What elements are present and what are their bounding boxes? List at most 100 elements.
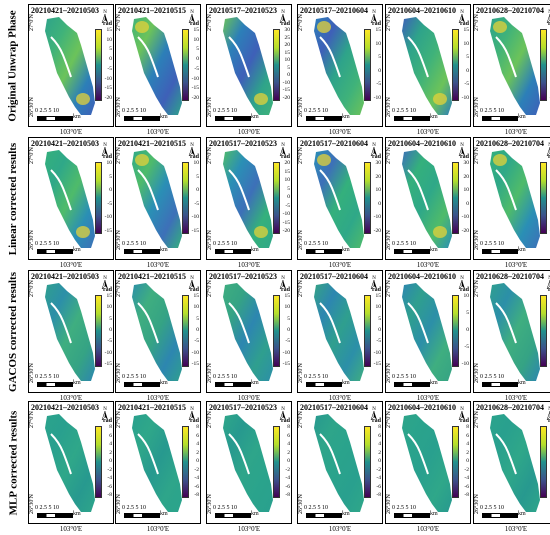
colorbar-tick-label: -5 <box>107 65 112 72</box>
scale-bar: 0 2.5 5 10 km <box>304 505 364 519</box>
svg-text:N: N <box>103 407 107 412</box>
scale-bar-unit: km <box>73 114 81 120</box>
north-arrow-icon: N <box>100 141 110 157</box>
colorbar-tick-label: 15 <box>284 49 291 56</box>
latitude-label-top: 27°0'N <box>474 147 480 164</box>
north-arrow-icon: N <box>278 274 288 290</box>
colorbar-tick-label: 15 <box>193 293 200 299</box>
panel-date-range: 20210628–20210704 <box>476 403 544 412</box>
unit-label: rad <box>281 418 290 424</box>
deformation-map <box>223 414 273 512</box>
svg-text:N: N <box>190 10 194 15</box>
scale-bar-numbers: 0 2.5 5 10 <box>35 505 59 511</box>
scale-bar-unit: km <box>430 114 438 120</box>
svg-text:N: N <box>281 10 285 15</box>
north-arrow-icon: N <box>545 8 550 24</box>
unit-label: rad <box>190 418 199 424</box>
scale-bar-numbers: 0 2.5 5 10 <box>35 374 59 380</box>
colorbar <box>182 426 189 498</box>
river-gap <box>228 169 250 211</box>
colorbar-tick-label: -15 <box>282 219 290 226</box>
colorbar-tick-label: -5 <box>376 81 381 88</box>
unit-label: rad <box>460 154 469 160</box>
north-arrow-icon: N <box>278 8 288 24</box>
colorbar-tick-label: 10 <box>284 177 291 183</box>
colorbar-tick-label: 8 <box>287 424 290 430</box>
latitude-label-top: 27°0'N <box>386 14 392 31</box>
panel-date-range: 20210421–20210503 <box>31 403 99 412</box>
river-gap <box>319 169 341 211</box>
row-label: MLP corrected results <box>4 401 22 524</box>
colorbar-tick-label: -10 <box>461 361 469 367</box>
colorbar-tick-label: 0 <box>196 458 199 464</box>
study-area-shape <box>132 17 182 115</box>
colorbar-tick-label: 20 <box>284 42 291 49</box>
colorbar <box>95 29 102 101</box>
svg-text:N: N <box>460 10 464 15</box>
scale-bar: 0 2.5 5 10 km <box>480 241 540 255</box>
colorbar-tick-label: 20 <box>463 173 470 180</box>
deformation-map <box>402 150 452 248</box>
scale-bar-numbers: 0 2.5 5 10 <box>480 505 504 511</box>
colorbar-tick-label: 15 <box>375 27 382 33</box>
colorbar-tick-label: 8 <box>378 424 381 430</box>
river-gap <box>495 169 517 211</box>
unit-label: rad <box>281 154 290 160</box>
scale-bar-graphic <box>306 116 342 121</box>
north-arrow-icon: N <box>100 8 110 24</box>
colorbar <box>452 29 459 101</box>
colorbar-tick-label: -2 <box>285 466 290 473</box>
colorbar-tick-label: -10 <box>282 349 290 356</box>
scale-bar-numbers: 0 2.5 5 10 <box>304 108 328 114</box>
scale-bar: 0 2.5 5 10 km <box>213 505 273 519</box>
unit-label: rad <box>372 287 381 293</box>
colorbar <box>95 426 102 498</box>
north-arrow-icon: N <box>457 274 467 290</box>
colorbar-tick-label: 0 <box>109 56 112 63</box>
unit-label: rad <box>460 287 469 293</box>
colorbar-tick-label: 0 <box>466 458 469 464</box>
colorbar-tick-label: -20 <box>461 228 469 234</box>
scale-bar-numbers: 0 2.5 5 10 <box>480 108 504 114</box>
river-gap <box>319 433 341 475</box>
colorbar-tick-label: 0 <box>466 67 469 74</box>
scale-bar-graphic <box>124 382 160 387</box>
scale-bar-unit: km <box>73 247 81 253</box>
deformation-map <box>490 17 540 115</box>
river-gap <box>407 169 429 211</box>
study-area-shape <box>314 414 364 512</box>
deformation-map <box>314 283 364 381</box>
scale-bar-unit: km <box>251 114 259 120</box>
phase-anomaly <box>493 154 507 166</box>
latitude-label-top: 27°0'N <box>298 147 304 164</box>
north-arrow-icon: N <box>457 405 467 421</box>
colorbar-tick-label: -15 <box>373 361 381 367</box>
scale-bar: 0 2.5 5 10 km <box>480 374 540 388</box>
longitude-label: 103°0'E <box>237 394 261 402</box>
colorbar-tick-label: 0 <box>287 327 290 333</box>
scale-bar-unit: km <box>518 247 526 253</box>
colorbar-tick-label: 10 <box>463 40 470 47</box>
colorbar-tick-label: 5 <box>109 315 112 322</box>
colorbar-tick-label: 0 <box>196 327 199 333</box>
scale-bar-unit: km <box>518 380 526 386</box>
scale-bar: 0 2.5 5 10 km <box>122 505 182 519</box>
phase-anomaly <box>76 93 90 105</box>
colorbar-tick-label: -5 <box>107 338 112 345</box>
latitude-label-top: 27°0'N <box>207 14 213 31</box>
latitude-label-top: 27°0'N <box>116 411 122 428</box>
svg-text:N: N <box>548 276 550 281</box>
scale-bar-numbers: 0 2.5 5 10 <box>35 241 59 247</box>
colorbar <box>364 295 371 367</box>
scale-bar: 0 2.5 5 10 km <box>213 374 273 388</box>
panel-date-range: 20210517–20210523 <box>209 139 277 148</box>
scale-bar-unit: km <box>251 247 259 253</box>
scale-bar-graphic <box>394 513 430 518</box>
colorbar-tick-label: -10 <box>104 214 112 221</box>
colorbar <box>540 162 547 234</box>
